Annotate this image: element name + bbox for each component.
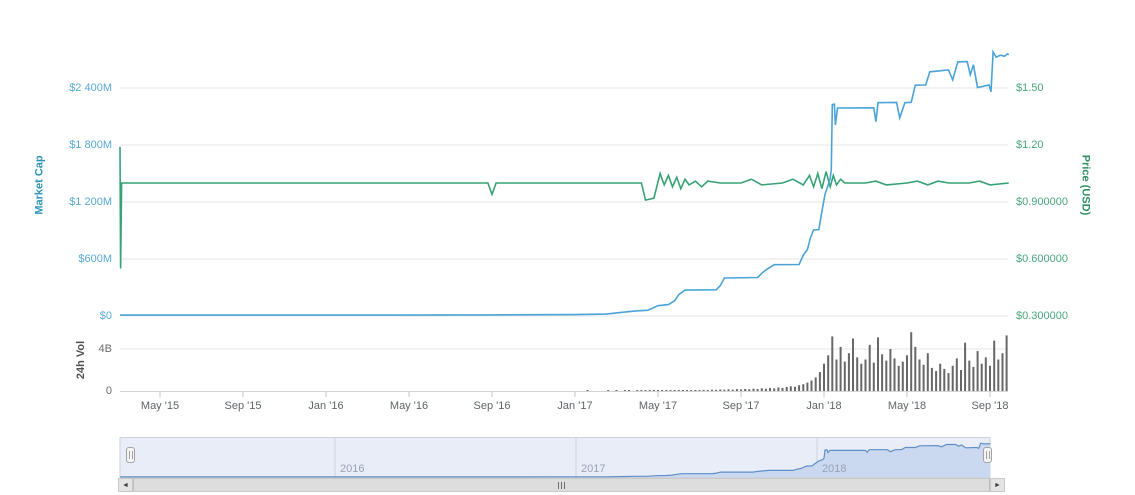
navigator-mini-chart[interactable] (0, 437, 1135, 478)
x-axis-label: Sep '15 (224, 400, 262, 412)
price-line (119, 146, 1009, 269)
scrollbar-thumb[interactable] (133, 479, 990, 491)
volume-bars (586, 332, 1008, 392)
navigator-year-label: 2017 (580, 463, 606, 475)
navigator-line (120, 442, 991, 478)
main-chart-canvas[interactable] (0, 0, 1135, 437)
volume-axis-label: 0 (105, 385, 112, 397)
scrollbar-right-button[interactable]: ► (990, 479, 1004, 491)
market-cap-line (120, 49, 1010, 316)
x-axis-label: May '16 (389, 400, 429, 412)
y-axis-left-label: $2 400M (69, 82, 112, 94)
x-axis-label: Jan '18 (806, 400, 842, 412)
y-axis-right-label: $0.600000 (1016, 253, 1068, 265)
x-axis-label: May '18 (887, 400, 927, 412)
navigator-left-handle[interactable] (126, 447, 135, 463)
x-axis-label: Sep '18 (971, 400, 1009, 412)
y-axis-right-label: $1.20 (1016, 139, 1044, 151)
x-axis-label: Sep '16 (473, 400, 511, 412)
y-axis-right-label: $0.900000 (1016, 196, 1068, 208)
y-axis-right-label: $0.300000 (1016, 310, 1068, 322)
x-axis-label: Jan '16 (308, 400, 344, 412)
navigator[interactable]: 2016 2017 2018 (0, 437, 1135, 478)
price-axis-title: Price (USD) (1079, 154, 1092, 216)
scroll-left-icon: ◄ (122, 481, 129, 489)
scrollbar-left-button[interactable]: ◄ (119, 479, 133, 491)
x-axis-label: Sep '17 (722, 400, 760, 412)
scrollbar[interactable]: ◄ ► (118, 478, 1005, 492)
navigator-year-label: 2018 (821, 463, 847, 475)
scroll-right-icon: ► (994, 481, 1001, 489)
y-axis-left-label: $600M (78, 253, 112, 265)
navigator-year-label: 2016 (340, 463, 365, 475)
y-axis-left-label: $0 (99, 310, 112, 322)
y-axis-left-label: $1 200M (69, 196, 112, 208)
x-axis-label: May '17 (638, 400, 678, 412)
y-axis-right-label: $1.50 (1016, 82, 1044, 94)
volume-axis-label: 4B (98, 343, 112, 355)
x-axis-label: Jan '17 (557, 400, 593, 412)
navigator-right-handle[interactable] (983, 447, 992, 463)
navigator-area (120, 443, 990, 477)
scrollbar-grip-icon (558, 481, 559, 489)
y-axis-left-label: $1 800M (69, 139, 112, 151)
x-axis-label: May '15 (140, 400, 180, 412)
